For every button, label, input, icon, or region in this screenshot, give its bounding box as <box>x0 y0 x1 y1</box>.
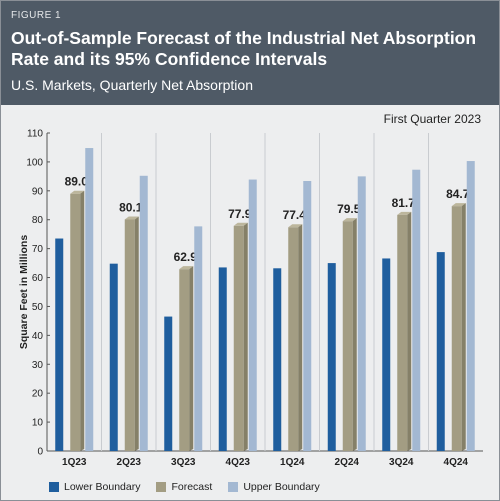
bar-lower-boundary <box>164 316 173 451</box>
bar-forecast-top <box>124 216 139 220</box>
legend-label: Forecast <box>171 481 213 493</box>
bar-forecast-top <box>233 222 248 226</box>
x-tick-label: 2Q24 <box>335 457 360 468</box>
y-tick-label: 30 <box>32 360 44 371</box>
bar-forecast-top <box>288 224 303 228</box>
x-tick-label: 3Q23 <box>171 457 196 468</box>
legend-swatch <box>228 482 239 492</box>
bar-upper-boundary <box>85 148 94 452</box>
bar-upper-boundary <box>466 161 475 451</box>
data-label: 62.9 <box>174 250 198 264</box>
y-tick-label: 110 <box>27 129 43 140</box>
y-tick-label: 0 <box>37 447 43 458</box>
bar-forecast-top <box>70 190 85 194</box>
x-tick-label: 3Q24 <box>389 457 414 468</box>
bar-lower-boundary <box>327 263 336 451</box>
data-label: 80.1 <box>119 200 143 214</box>
plot-area: Square Feet in Millions 0 10 20 30 40 50 60 70 80… <box>17 119 489 469</box>
legend-item: Lower Boundary <box>49 481 140 493</box>
x-tick-label: 2Q23 <box>117 457 142 468</box>
figure-header: FIGURE 1 Out-of-Sample Forecast of the I… <box>1 1 499 105</box>
bar-forecast-top <box>397 211 412 215</box>
chart-legend: Lower Boundary Forecast Upper Boundary <box>49 479 336 495</box>
bar-forecast <box>70 193 81 451</box>
bar-lower-boundary <box>55 238 64 451</box>
bar-forecast-top <box>342 218 357 222</box>
y-tick-label: 10 <box>32 418 44 429</box>
bar-chart: Square Feet in Millions 0 10 20 30 40 50 60 70 80… <box>18 129 483 468</box>
bar-forecast-side <box>352 218 357 451</box>
bar-forecast-top <box>179 266 194 270</box>
bar-forecast-side <box>243 222 248 451</box>
x-tick-label: 4Q24 <box>444 457 469 468</box>
y-tick-label: 90 <box>32 186 44 197</box>
bar-forecast <box>288 227 299 451</box>
bar-lower-boundary <box>109 263 118 451</box>
legend-item: Forecast <box>156 481 212 493</box>
y-tick-label: 70 <box>32 244 44 255</box>
y-tick-label: 40 <box>32 331 44 342</box>
data-label: 77.9 <box>228 207 252 221</box>
y-tick-label: 60 <box>32 273 44 284</box>
y-tick-label: 100 <box>26 157 43 168</box>
bar-forecast <box>179 269 190 451</box>
bar-forecast <box>342 221 353 451</box>
bar-upper-boundary <box>194 226 203 451</box>
y-tick-label: 80 <box>32 215 44 226</box>
legend-swatch <box>156 482 167 492</box>
bar-upper-boundary <box>357 176 366 451</box>
figure-label: FIGURE 1 <box>11 10 62 21</box>
bar-forecast-side <box>407 211 412 451</box>
y-axis-title: Square Feet in Millions <box>18 235 30 350</box>
x-tick-label: 4Q23 <box>226 457 251 468</box>
data-label: 77.4 <box>283 208 307 222</box>
bar-upper-boundary <box>139 175 148 451</box>
bar-forecast-side <box>134 216 139 451</box>
bar-forecast <box>451 206 462 451</box>
x-tick-label: 1Q23 <box>62 457 87 468</box>
bar-forecast-side <box>461 203 466 451</box>
legend-label: Lower Boundary <box>64 481 141 493</box>
data-label: 84.7 <box>446 187 470 201</box>
legend-item: Upper Boundary <box>228 481 320 493</box>
data-label: 89.0 <box>65 175 89 189</box>
bar-lower-boundary <box>382 258 391 451</box>
bar-forecast-side <box>189 266 194 451</box>
period-label: First Quarter 2023 <box>383 112 481 126</box>
bar-upper-boundary <box>412 169 421 451</box>
x-tick-label: 1Q24 <box>280 457 305 468</box>
bar-forecast <box>124 219 135 451</box>
bar-upper-boundary <box>248 179 257 451</box>
bar-forecast-side <box>298 224 303 451</box>
chart-title: Out-of-Sample Forecast of the Industrial… <box>11 28 477 69</box>
chart-subtitle: U.S. Markets, Quarterly Net Absorption <box>11 77 253 93</box>
bar-upper-boundary <box>303 180 312 452</box>
data-label: 79.5 <box>337 202 361 216</box>
legend-swatch <box>49 482 59 492</box>
data-label: 81.7 <box>392 196 416 210</box>
legend-label: Upper Boundary <box>243 481 320 493</box>
bar-forecast-top <box>451 203 466 207</box>
bar-lower-boundary <box>218 267 227 451</box>
bar-lower-boundary <box>273 268 282 451</box>
y-tick-label: 20 <box>32 389 44 400</box>
y-tick-label: 50 <box>32 302 44 313</box>
bar-forecast-side <box>80 190 85 451</box>
bar-lower-boundary <box>436 252 445 451</box>
bar-forecast <box>397 214 408 451</box>
bar-forecast <box>233 225 244 451</box>
